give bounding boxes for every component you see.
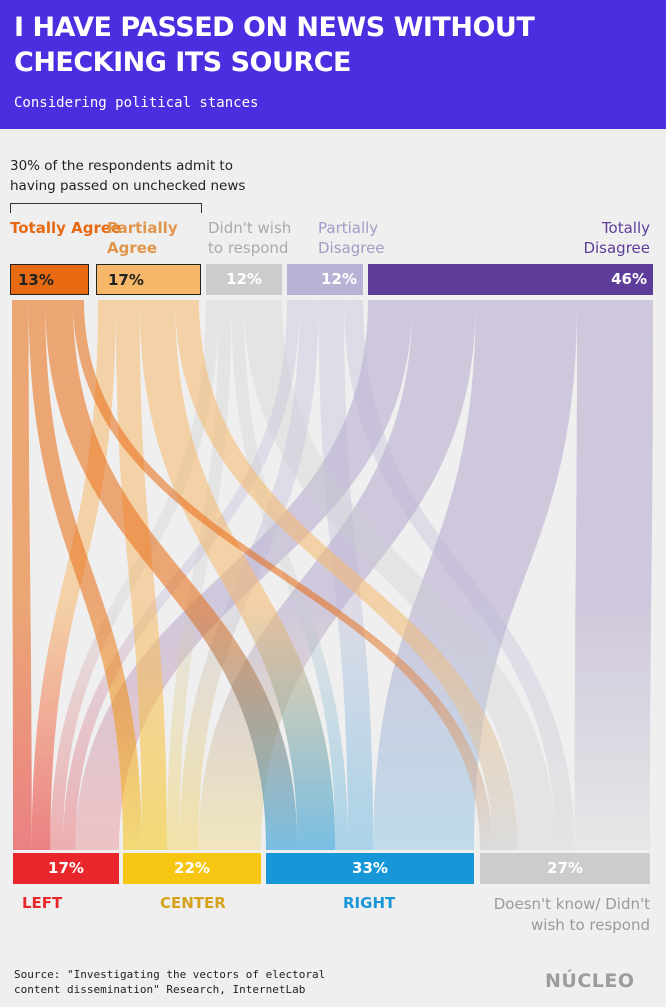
target-label-center: CENTER [160, 894, 226, 912]
target-box-dont-know: 27% [480, 853, 650, 884]
target-label-right: RIGHT [343, 894, 396, 912]
target-label-left: LEFT [22, 894, 63, 912]
chart-subtitle: Considering political stances [14, 95, 259, 111]
header-banner: I HAVE PASSED ON NEWS WITHOUT CHECKING I… [0, 0, 666, 129]
flow-totally-agree-to-left [12, 300, 32, 850]
source-label-totally-disagree: Totally Disagree [583, 219, 650, 257]
target-box-left: 17% [13, 853, 119, 884]
flow-totally-agree-to-center [28, 300, 142, 850]
flow-totally-agree-to-doesn-t-know-didn-t-wish-to-respond [72, 300, 493, 850]
source-label-partially-disagree: Partially Disagree [318, 219, 385, 257]
target-box-right: 33% [266, 853, 474, 884]
flow-didn-t-wish-to-respond-to-right [231, 300, 348, 850]
source-box-partially-agree: 17% [96, 264, 201, 295]
flow-totally-agree-to-right [45, 300, 298, 850]
source-box-totally-agree: 13% [10, 264, 89, 295]
flow-partially-agree-to-right [139, 300, 336, 850]
annotation-note: 30% of the respondents admit to having p… [10, 158, 246, 194]
target-label-dont-know: Doesn't know/ Didn't wish to respond [493, 895, 650, 934]
source-box-totally-disagree: 46% [368, 264, 653, 295]
target-box-center: 22% [123, 853, 261, 884]
flow-partially-agree-to-center [115, 300, 167, 850]
flow-totally-disagree-to-doesn-t-know-didn-t-wish-to-respond [574, 300, 653, 850]
source-box-partially-disagree: 12% [287, 264, 363, 295]
source-credit: Source: "Investigating the vectors of el… [14, 968, 326, 996]
source-label-no-response: Didn't wish to respond [208, 219, 292, 257]
flow-totally-disagree-to-right [373, 300, 577, 850]
flow-partially-disagree-to-doesn-t-know-didn-t-wish-to-respond [344, 300, 575, 850]
chart-title: I HAVE PASSED ON NEWS WITHOUT CHECKING I… [14, 12, 535, 78]
flow-didn-t-wish-to-respond-to-doesn-t-know-didn-t-wish-to-respond [244, 300, 556, 850]
flow-partially-agree-to-doesn-t-know-didn-t-wish-to-respond [175, 300, 518, 850]
source-label-totally-agree: Totally Agree [10, 219, 122, 237]
nucleo-logo: NÚCLEO [545, 970, 635, 992]
source-box-no-response: 12% [206, 264, 282, 295]
source-label-partially-agree: Partially Agree [107, 219, 178, 257]
annotation-bracket [10, 203, 202, 213]
